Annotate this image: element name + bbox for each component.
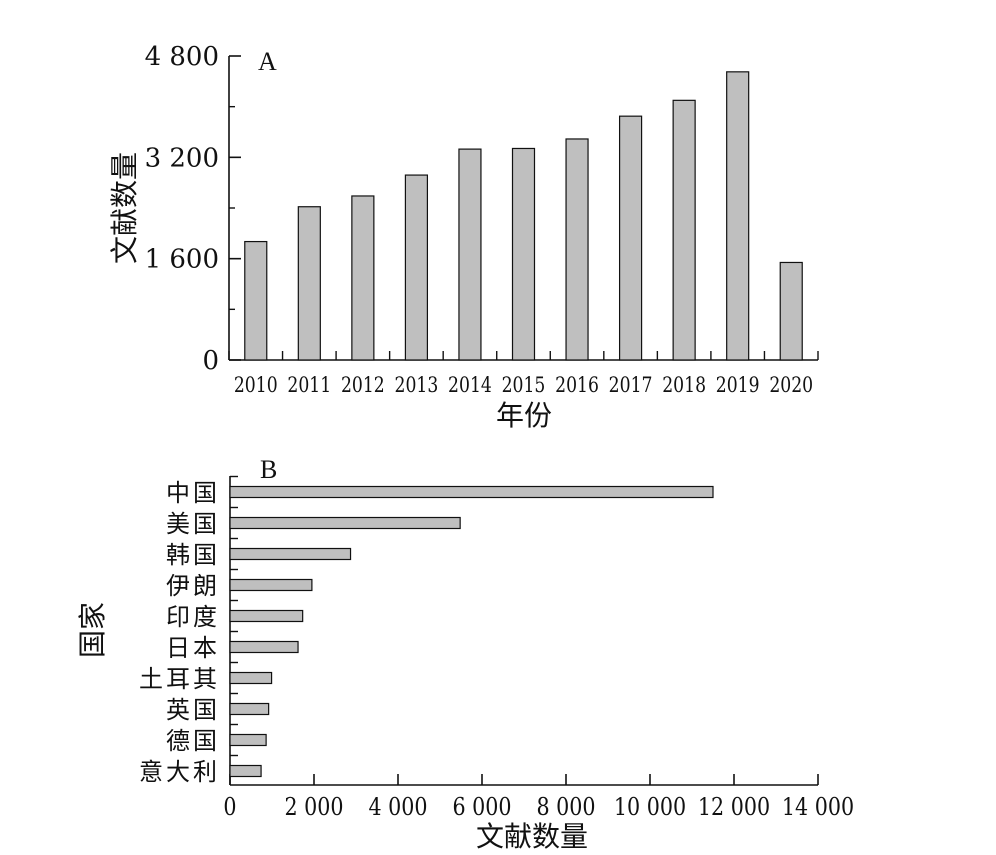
panel-a-x-tick-label: 2017 <box>609 372 653 397</box>
panel-a-bar <box>779 261 803 361</box>
panel-b-x-tick-label: 10 000 <box>614 794 686 822</box>
panel-a-bar <box>244 240 268 361</box>
panel-b-category-label: 日本 <box>166 634 220 662</box>
panel-b-y-axis-title: 国家 <box>76 602 109 658</box>
panel-a-bar <box>726 71 750 361</box>
panel-b-category-label: 意大利 <box>139 758 220 786</box>
panel-a-x-tick-label: 2010 <box>234 372 278 397</box>
panel-b-category-label: 中国 <box>166 479 220 507</box>
panel-b-bar <box>229 516 461 530</box>
panel-a-x-axis-title: 年份 <box>496 399 552 432</box>
panel-b-bar <box>229 733 267 747</box>
panel-a-chart: A 文献数量 年份 0 1 600 3 200 4 800 2010 2011 2012 20… <box>108 42 819 432</box>
panel-b-category-label: 韩国 <box>166 541 220 569</box>
panel-b-category-label: 土耳其 <box>139 665 220 693</box>
panel-b-bar <box>229 609 304 623</box>
panel-b-x-tick-label: 14 000 <box>782 794 854 822</box>
panel-a-y-tick-label: 3 200 <box>145 143 219 173</box>
panel-a-x-tick-label: 2014 <box>448 372 492 397</box>
panel-a-x-tick-label: 2016 <box>555 372 599 397</box>
panel-b-bar <box>229 671 273 685</box>
panel-b-x-tick-label: 12 000 <box>698 794 770 822</box>
panel-a-x-tick-label: 2011 <box>287 372 331 397</box>
panel-b-bar <box>229 640 299 654</box>
panel-b-category-label: 德国 <box>166 727 220 755</box>
panel-a-label: A <box>258 47 277 76</box>
panel-a-bar <box>565 138 589 361</box>
panel-b-bar <box>229 547 352 561</box>
panel-a-y-tick-label: 4 800 <box>145 42 219 72</box>
panel-b-category-label: 印度 <box>166 603 220 631</box>
panel-b-category-label: 伊朗 <box>166 572 220 600</box>
panel-a-bar <box>672 99 696 361</box>
panel-a-y-tick-label: 1 600 <box>145 245 219 275</box>
panel-b-x-tick-label: 4 000 <box>368 794 427 822</box>
panel-b-x-axis-title: 文献数量 <box>476 820 588 853</box>
panel-b-bar <box>229 485 714 499</box>
panel-b-x-tick-label: 0 <box>223 794 236 822</box>
panel-a-y-axis-title: 文献数量 <box>108 152 141 264</box>
panel-a-bar <box>458 148 482 361</box>
panel-b-bar <box>229 702 270 716</box>
panel-a-y-tick-label: 0 <box>202 346 219 376</box>
panel-b-chart: B 国家 文献数量 0 2 000 4 000 6 000 8 000 10 000 12 … <box>76 455 854 853</box>
panel-b-category-label: 美国 <box>166 510 220 538</box>
panel-b-bar <box>229 578 313 592</box>
panel-a-x-tick-label: 2018 <box>662 372 706 397</box>
panel-a-bar <box>404 174 429 361</box>
panel-a-x-tick-label: 2013 <box>395 372 439 397</box>
panel-b-x-tick-label: 2 000 <box>284 794 343 822</box>
panel-a-x-tick-label: 2012 <box>341 372 385 397</box>
panel-a-x-tick-label: 2015 <box>502 372 546 397</box>
panel-b-x-tick-label: 6 000 <box>452 794 511 822</box>
panel-b-category-label: 英国 <box>166 696 220 724</box>
panel-b-bar <box>229 764 262 778</box>
panel-b-label: B <box>260 455 277 484</box>
panel-b-x-tick-label: 8 000 <box>536 794 595 822</box>
panel-a-x-tick-label: 2020 <box>769 372 813 397</box>
panel-a-bar <box>297 206 321 361</box>
panel-a-bar <box>351 195 375 361</box>
panel-a-x-tick-label: 2019 <box>716 372 760 397</box>
panel-a-bar <box>618 115 643 361</box>
panel-a-bar <box>511 147 536 361</box>
